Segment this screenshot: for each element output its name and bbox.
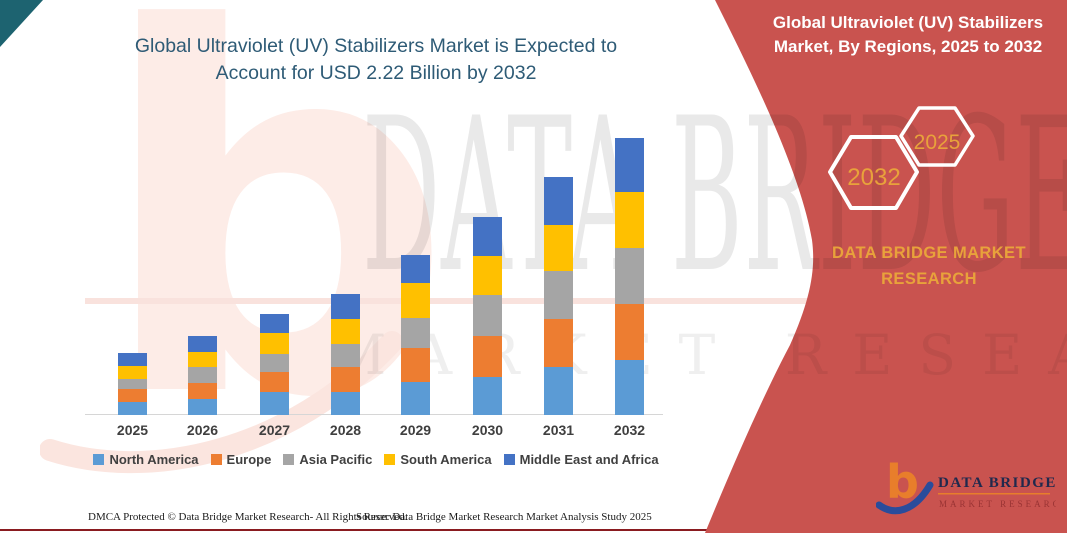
page-title-line2: Account for USD 2.22 Billion by 2032 [215,61,537,84]
bar-segment [473,336,502,377]
hexagon-2025-outline [899,106,975,167]
page-title: Global Ultraviolet (UV) Stabilizers Mark… [85,33,667,87]
bar-segment [615,360,644,415]
banner-heading-line1: Global Ultraviolet (UV) Stabilizers [772,13,1044,32]
x-axis-label: 2032 [613,422,646,438]
bar-segment [401,255,430,283]
logo-swoosh-icon [876,481,934,515]
banner-brand-line1: DATA BRIDGE MARKET [832,244,1026,262]
bar-segment [544,177,573,225]
bar-segment [615,192,644,248]
bar-segment [473,256,502,295]
banner-brand-line2: RESEARCH [881,270,977,289]
source-note: Source: Data Bridge Market Research Mark… [356,511,652,523]
corner-triangle [0,0,43,47]
hexagon-2025-label: 2025 [914,131,961,154]
x-axis-label: 2030 [471,422,504,438]
x-axis-label: 2031 [542,422,575,438]
x-axis-label: 2029 [399,422,432,438]
bar-segment [544,319,573,367]
hexagon-2032-outline [828,135,919,210]
legend-swatch [503,454,515,465]
page-title-line1: Global Ultraviolet (UV) Stabilizers Mark… [134,35,618,57]
legend-item: Middle East and Africa [503,452,659,467]
bar-segment [473,377,502,415]
bar-segment [401,382,430,415]
bar-segment [544,225,573,271]
bar-segment [544,271,573,319]
dbmr-logo: b DATA BRIDGE MARKET RESEARCH [876,456,1056,515]
logo-name: DATA BRIDGE [938,475,1056,491]
bar-segment [615,248,644,304]
logo-underline [938,493,1050,495]
hexagon-2032-label: 2032 [847,164,900,191]
bar-segment [260,314,289,333]
banner-heading-line2: Market, By Regions, 2025 to 2032 [773,37,1043,57]
banner-brand-text: DATA BRIDGE MARKET RESEARCH [798,240,1060,293]
bar-segment [615,138,644,192]
legend-label: South America [400,452,492,467]
bar-segment [615,304,644,360]
bar-segment [401,318,430,348]
bottom-rule [0,529,1067,531]
bar-segment [401,348,430,382]
legend-label: Middle East and Africa [519,452,659,467]
bar-segment [473,217,502,256]
logo-tagline: MARKET RESEARCH [939,499,1056,509]
dmca-notice: DMCA Protected © Data Bridge Market Rese… [88,511,408,523]
banner-shape [705,0,1067,533]
banner-heading: Global Ultraviolet (UV) Stabilizers Mark… [757,11,1059,59]
bar-segment [544,367,573,415]
